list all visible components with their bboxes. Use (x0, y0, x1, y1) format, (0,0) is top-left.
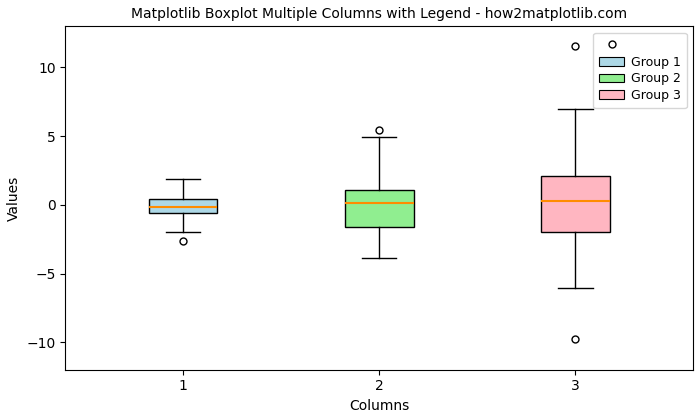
PathPatch shape (345, 190, 414, 227)
X-axis label: Columns: Columns (349, 399, 410, 413)
Y-axis label: Values: Values (7, 176, 21, 221)
PathPatch shape (149, 200, 218, 213)
PathPatch shape (541, 176, 610, 232)
Title: Matplotlib Boxplot Multiple Columns with Legend - how2matplotlib.com: Matplotlib Boxplot Multiple Columns with… (131, 7, 627, 21)
Legend: , Group 1, Group 2, Group 3: , Group 1, Group 2, Group 3 (593, 32, 687, 108)
